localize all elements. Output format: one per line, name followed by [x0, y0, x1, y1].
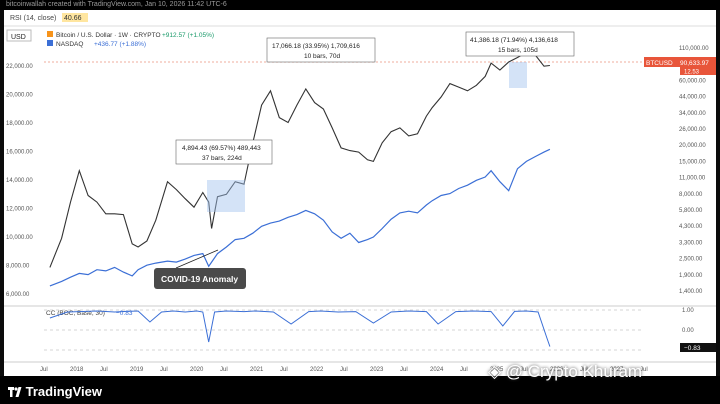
- btc-badge-price: 90,633.97: [680, 60, 709, 67]
- measure-box-3: [465, 31, 575, 57]
- time-axis-label: Jul: [580, 367, 588, 373]
- time-axis-label: Jul: [100, 367, 108, 373]
- compare-change: +436.77 (+1.88%): [94, 41, 146, 48]
- time-axis-label: Jul: [280, 367, 288, 373]
- rsi-value: 40.66: [64, 15, 82, 22]
- time-axis-label: 2024: [430, 367, 444, 373]
- left-axis-tick: 18,000.00: [6, 121, 33, 127]
- cc-line: [49, 310, 551, 347]
- left-axis-tick: 14,000.00: [6, 178, 33, 184]
- cc-axis-tick: 1.00: [682, 308, 694, 314]
- rsi-label: RSI (14, close): [10, 15, 56, 22]
- time-axis-label: Jul: [400, 367, 408, 373]
- cc-value-text: −0.83: [684, 345, 701, 352]
- measure-box-2-line1: 17,066.18 (33.95%) 1,709,616: [272, 43, 360, 50]
- btc-badge-sub-text: 12.53: [684, 70, 700, 76]
- series-group: [49, 51, 551, 287]
- measure-box-1-line2: 37 bars, 224d: [202, 155, 242, 162]
- right-axis-tick: 11,000.00: [679, 176, 706, 182]
- measure-box-3-line1: 41,386.18 (71.94%) 4,136,618: [470, 37, 558, 44]
- time-axis-label: 2022: [310, 367, 324, 373]
- left-axis-tick: 6,000.00: [6, 292, 30, 298]
- left-axis-tick: 16,000.00: [6, 150, 33, 156]
- measure-box-2-line2: 10 bars, 70d: [304, 53, 341, 60]
- time-axis-label: 2027: [610, 367, 624, 373]
- time-axis-label: 2021: [250, 367, 264, 373]
- right-axis-tick: 1,400.00: [679, 289, 703, 295]
- right-axis-tick: 34,000.00: [679, 111, 706, 117]
- measure-zone-1: [207, 180, 245, 212]
- compare-symbol[interactable]: NASDAQ: [56, 41, 83, 48]
- right-axis-tick: 110,000.00: [679, 46, 709, 52]
- measure-box-1-line1: 4,894.43 (69.57%) 489,443: [182, 145, 261, 152]
- bitcoin-icon: [47, 31, 53, 37]
- currency-button[interactable]: [6, 29, 32, 42]
- time-axis[interactable]: Jul 2018 Jul 2019 Jul 2020 Jul 2021 Jul 2022 Jul 20…: [40, 367, 648, 373]
- right-axis-tick: 44,000.00: [679, 95, 706, 101]
- left-price-axis: 22,000.00 20,000.00 18,000.00 16,000.00 14,0…: [6, 64, 33, 298]
- right-axis-tick: 2,500.00: [679, 257, 703, 263]
- left-axis-tick: 8,000.00: [6, 264, 30, 270]
- covid-pointer: [175, 249, 219, 269]
- time-axis-label: 2023: [370, 367, 384, 373]
- cc-series-group: [49, 310, 551, 347]
- time-axis-label: Jul: [460, 367, 468, 373]
- watermark: ◈ @ Crypto Khuram: [488, 362, 643, 381]
- measure-box-2: [266, 37, 376, 63]
- cc-title: CC (BOC, Base, 30): [46, 310, 105, 317]
- right-axis-tick: 3,300.00: [679, 240, 703, 246]
- cc-title-value: −0.83: [116, 310, 133, 317]
- tradingview-icon: [8, 387, 22, 397]
- time-axis-label: Jul: [220, 367, 228, 373]
- time-axis-label: 2018: [70, 367, 84, 373]
- main-symbol[interactable]: Bitcoin / U.S. Dollar · 1W · CRYPTO: [56, 32, 161, 39]
- time-axis-label: Jul: [640, 367, 648, 373]
- left-axis-tick: 12,000.00: [6, 207, 33, 213]
- nasdaq-line: [49, 148, 551, 287]
- covid-callout: [154, 268, 246, 289]
- rsi-value-badge: [62, 13, 88, 22]
- cc-value-badge: [680, 343, 716, 352]
- time-axis-label: Jul: [340, 367, 348, 373]
- time-axis-label: 2019: [130, 367, 144, 373]
- right-axis-tick: 60,000.00: [679, 78, 706, 84]
- bitcoin-price-line: [49, 51, 550, 268]
- left-axis-tick: 10,000.00: [6, 235, 33, 241]
- left-axis-tick: 20,000.00: [6, 93, 33, 99]
- right-axis-tick: 1,900.00: [679, 273, 703, 279]
- currency-label: USD: [11, 34, 26, 41]
- main-change: +912.57 (+1.05%): [162, 32, 214, 39]
- right-axis-tick: 26,000.00: [679, 127, 706, 133]
- right-axis-tick: 8,000.00: [679, 192, 703, 198]
- btc-price-badge: [644, 57, 716, 67]
- caption-text: bitcoinwallah created with TradingView.c…: [6, 1, 227, 8]
- btc-badge-symbol: BTCUSD: [646, 60, 673, 67]
- chart-svg[interactable]: RSI (14, close) 40.66 USD Bitcoin / U.S.…: [4, 10, 716, 376]
- tradingview-logo[interactable]: TradingView: [8, 384, 102, 399]
- time-axis-label: Jul: [40, 367, 48, 373]
- time-axis-label: Jul: [160, 367, 168, 373]
- time-axis-label: 2020: [190, 367, 204, 373]
- cc-axis-tick: 0.00: [682, 328, 694, 334]
- left-axis-tick: 22,000.00: [6, 64, 33, 70]
- time-axis-label: Jul: [520, 367, 528, 373]
- footer-bar: TradingView: [0, 376, 720, 404]
- right-axis-tick: 5,800.00: [679, 208, 703, 214]
- btc-badge-sub: [680, 67, 716, 75]
- right-axis-tick: 15,000.00: [679, 159, 706, 165]
- time-axis-label: 2026: [550, 367, 564, 373]
- right-price-axis[interactable]: 110,000.0090,000.0060,000.0044,000.0034,…: [679, 46, 709, 295]
- right-axis-tick: 4,300.00: [679, 224, 703, 230]
- time-axis-label: 2025: [490, 367, 504, 373]
- caption-bar: bitcoinwallah created with TradingView.c…: [0, 0, 720, 10]
- measure-box-1: [175, 139, 273, 165]
- chart-area[interactable]: RSI (14, close) 40.66 USD Bitcoin / U.S.…: [4, 10, 716, 376]
- measure-box-3-line2: 15 bars, 105d: [498, 47, 538, 54]
- nasdaq-icon: [47, 40, 53, 46]
- right-axis-tick: 20,000.00: [679, 143, 706, 149]
- covid-label: COVID-19 Anomaly: [161, 274, 238, 284]
- measure-zone-3: [509, 62, 527, 88]
